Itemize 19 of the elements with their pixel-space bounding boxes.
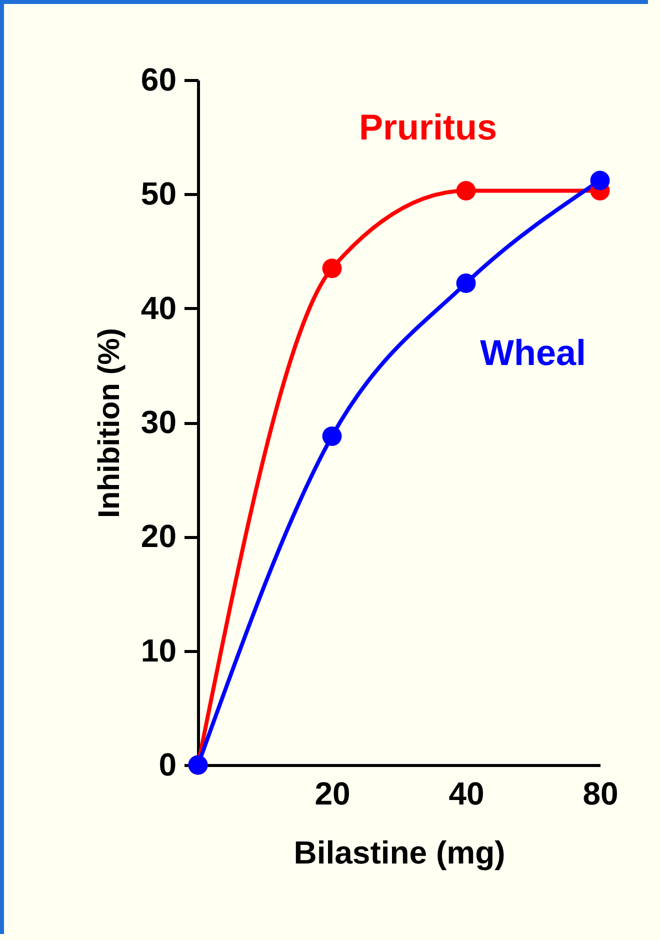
x-tick-label: 80 bbox=[582, 776, 618, 812]
y-tick-label: 60 bbox=[140, 62, 176, 98]
y-tick-label: 50 bbox=[140, 176, 176, 212]
point bbox=[590, 170, 610, 190]
y-tick-label: 10 bbox=[140, 632, 176, 668]
x-tick-label: 20 bbox=[314, 776, 350, 812]
point bbox=[322, 258, 342, 278]
point bbox=[322, 426, 342, 446]
y-tick-label: 20 bbox=[140, 518, 176, 554]
x-tick-label: 40 bbox=[448, 776, 484, 812]
y-tick-label: 0 bbox=[158, 746, 176, 782]
y-tick-label: 40 bbox=[140, 290, 176, 326]
y-tick-label: 30 bbox=[140, 404, 176, 440]
y-axis-title: Inhibition (%) bbox=[92, 328, 126, 518]
point bbox=[456, 181, 476, 200]
series-label: Wheal bbox=[480, 332, 586, 374]
point bbox=[456, 273, 476, 293]
series-label: Pruritus bbox=[358, 106, 498, 148]
x-axis-title: Bilastine (mg) bbox=[294, 834, 506, 870]
